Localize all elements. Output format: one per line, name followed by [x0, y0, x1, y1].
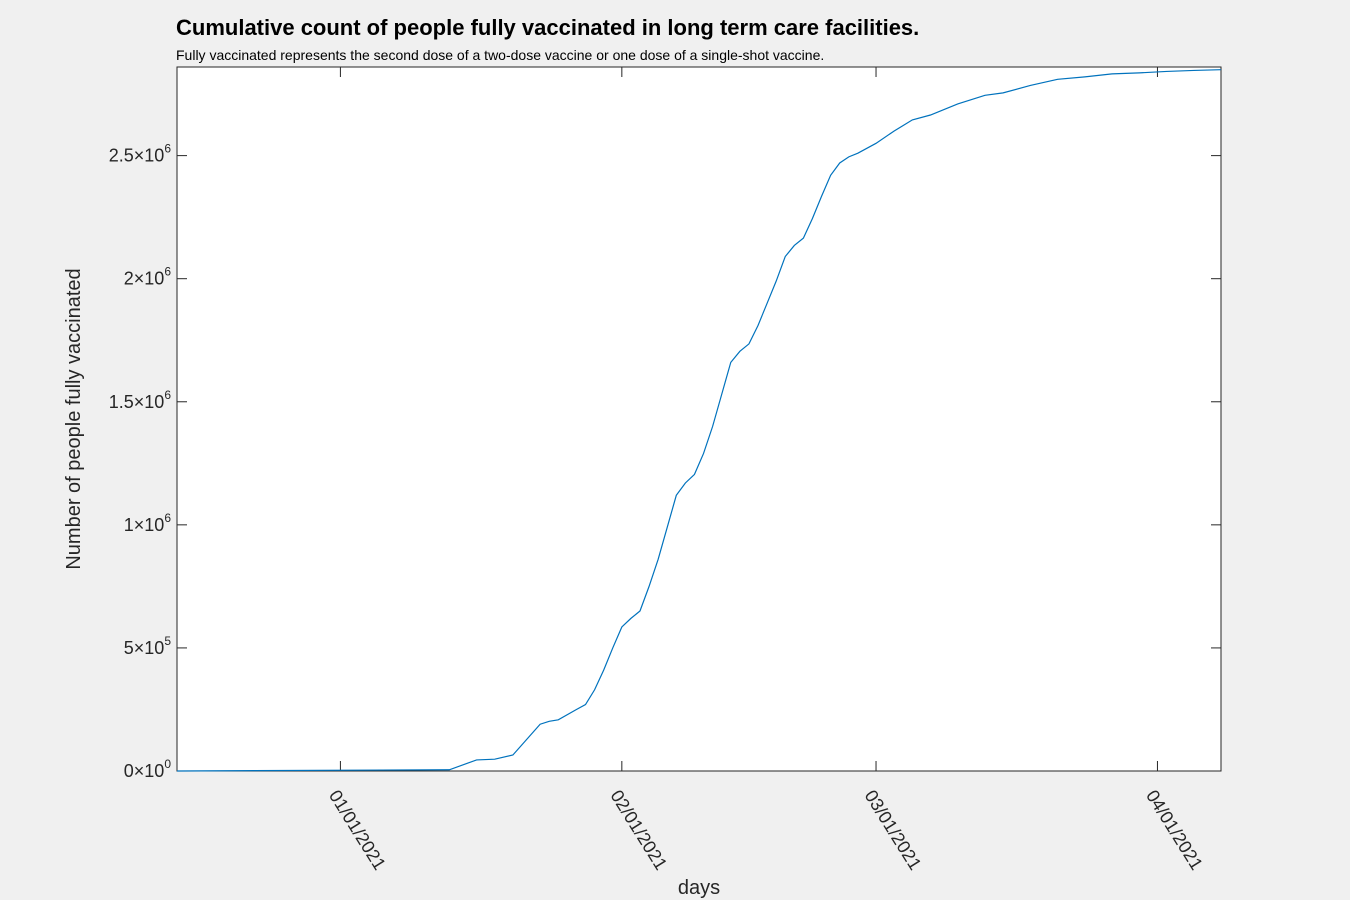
chart-title: Cumulative count of people fully vaccina… [176, 15, 919, 40]
y-tick-label: 5×105 [124, 634, 172, 658]
y-tick-label: 1.5×106 [109, 388, 172, 412]
y-tick-label: 2×106 [124, 265, 172, 289]
series-layer [176, 69, 1222, 772]
y-tick-label: 1×106 [124, 511, 172, 535]
plot-area [176, 66, 1222, 772]
y-tick-label: 2.5×106 [109, 142, 172, 166]
x-tick-label: 02/01/2021 [606, 787, 671, 874]
x-tick-label: 04/01/2021 [1142, 787, 1207, 874]
x-tick-label: 03/01/2021 [861, 787, 926, 874]
chart-subtitle: Fully vaccinated represents the second d… [176, 47, 824, 63]
x-axis-label: days [678, 877, 720, 899]
x-tick-label: 01/01/2021 [325, 787, 390, 874]
series-line [176, 69, 1222, 772]
y-axis-label: Number of people fully vaccinated [63, 268, 85, 569]
y-tick-label: 0×100 [124, 757, 172, 781]
